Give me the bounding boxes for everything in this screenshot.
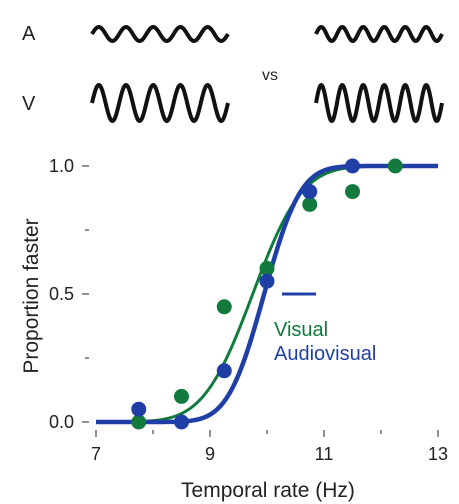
fit-curves: [96, 163, 438, 425]
x-tick-label: 11: [315, 444, 334, 464]
stimulus-panel: A V vs: [22, 23, 444, 124]
visual-wave-slow: [90, 82, 230, 124]
audiovisual-data-point: [174, 414, 189, 430]
tick-labels: 7 9 11 13 0.0 0.5 1.0: [49, 156, 448, 464]
visual-data-point: [302, 196, 318, 212]
stimulus-label-v: V: [22, 93, 36, 115]
visual-data-point: [131, 414, 147, 430]
stimulus-label-a: A: [22, 23, 36, 45]
y-tick-label: 1.0: [49, 156, 74, 176]
stimulus-vs-label: vs: [262, 67, 278, 84]
auditory-wave-fast: [314, 24, 444, 44]
visual-wave-fast: [314, 82, 444, 124]
axis-ticks: [82, 165, 439, 437]
audiovisual-fit-curve: [96, 163, 438, 425]
x-tick-label: 13: [428, 444, 448, 464]
y-axis-label: Proportion faster: [20, 218, 43, 373]
x-tick-label: 7: [91, 444, 101, 464]
data-points: [131, 158, 403, 430]
visual-data-point: [259, 260, 275, 276]
y-tick-label: 0.5: [49, 284, 74, 304]
y-tick-label: 0.0: [49, 412, 74, 432]
audiovisual-data-point: [259, 273, 275, 289]
legend-label-visual: Visual: [274, 319, 328, 341]
x-axis-label: Temporal rate (Hz): [181, 479, 355, 502]
visual-data-point: [345, 184, 360, 200]
audiovisual-data-point: [302, 184, 318, 200]
auditory-wave-slow: [90, 24, 230, 44]
audiovisual-data-point: [345, 158, 360, 174]
visual-data-point: [387, 158, 403, 174]
visual-data-point: [174, 388, 189, 404]
legend-label-audiovisual: Audiovisual: [274, 343, 376, 365]
visual-fit-curve: [96, 164, 438, 424]
audiovisual-data-point: [216, 363, 232, 379]
x-tick-label: 9: [205, 444, 215, 464]
visual-data-point: [216, 299, 232, 315]
audiovisual-data-point: [131, 401, 147, 417]
